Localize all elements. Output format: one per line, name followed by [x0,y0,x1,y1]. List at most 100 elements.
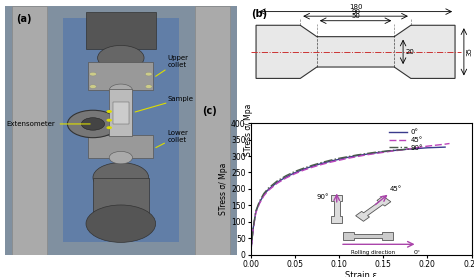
Polygon shape [256,25,455,78]
Bar [109,89,132,137]
45° [265,189,271,192]
Text: Sample: Sample [135,96,193,112]
45° [354,155,359,158]
Line: 90°: 90° [251,149,414,255]
45° [389,149,395,153]
45° [442,142,448,146]
Text: 50: 50 [351,13,360,19]
45° [447,142,452,145]
Text: 20: 20 [405,49,414,55]
Text: 35: 35 [466,47,472,56]
45° [274,182,280,185]
45° [327,161,333,164]
90° [407,147,412,151]
0° [389,149,395,152]
Circle shape [145,72,152,76]
90° [345,155,351,158]
Circle shape [107,126,112,129]
0° [248,253,254,257]
45° [407,147,412,150]
45° [336,159,342,162]
0° [442,145,448,149]
45° [416,146,421,149]
Circle shape [86,205,155,242]
Bar [93,178,149,217]
Bar [88,135,153,158]
90° [292,170,298,173]
Text: Extensometer: Extensometer [6,121,90,127]
0° [274,181,280,184]
Text: 180: 180 [349,4,362,10]
Bar [113,101,129,124]
90° [389,149,395,152]
Circle shape [145,85,152,88]
45° [363,153,368,157]
0° [327,160,333,163]
0° [301,168,306,171]
Y-axis label: STress σ/ Mpa: STress σ/ Mpa [219,163,228,215]
0° [407,147,412,151]
0° [380,150,386,153]
45° [372,152,377,155]
45° [283,176,289,180]
Legend: 0°, 45°, 90°: 0°, 45°, 90° [387,127,426,153]
Circle shape [107,119,112,122]
45° [425,145,430,148]
0° [336,158,342,161]
0° [253,210,259,214]
X-axis label: Strain ε: Strain ε [345,271,377,277]
0° [319,162,324,165]
45° [261,194,266,198]
0° [416,147,421,150]
Circle shape [109,84,132,97]
45° [345,157,351,160]
90° [283,174,289,178]
Circle shape [98,45,144,70]
90° [380,150,386,153]
Text: 90: 90 [351,9,360,15]
45° [310,166,315,169]
Text: Upper
collet: Upper collet [155,55,188,76]
90° [265,187,271,190]
Line: 0°: 0° [251,147,445,255]
Bar [86,12,155,49]
0° [433,146,439,149]
45° [398,148,404,152]
0° [292,171,298,175]
90° [301,166,306,170]
0° [250,227,256,230]
0° [398,148,404,152]
90° [253,209,259,213]
90° [261,192,266,195]
0° [310,165,315,168]
Text: (a): (a) [16,14,32,24]
0° [354,154,359,157]
Circle shape [67,110,118,138]
0° [363,153,368,156]
Text: STress σ/ Mpa: STress σ/ Mpa [244,104,253,157]
Bar [12,6,46,255]
Line: 45°: 45° [251,143,449,255]
0° [345,156,351,159]
90° [372,151,377,154]
45° [256,202,262,206]
90° [248,253,254,257]
90° [250,226,256,229]
Text: (b): (b) [252,9,268,19]
45° [433,143,439,147]
90° [354,153,359,157]
90° [310,164,315,167]
Circle shape [90,72,96,76]
0° [283,175,289,179]
45° [250,227,256,231]
45° [292,172,298,175]
0° [372,152,377,155]
90° [319,161,324,164]
Circle shape [82,118,105,130]
90° [336,157,342,160]
90° [274,179,280,183]
Circle shape [109,152,132,164]
90° [327,159,333,162]
0° [265,188,271,191]
90° [411,147,417,150]
